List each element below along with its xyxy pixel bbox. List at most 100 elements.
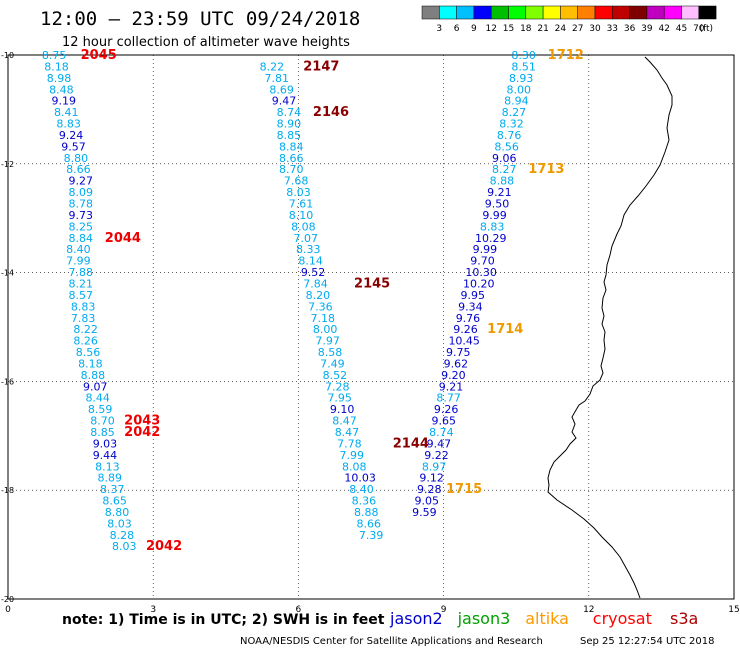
wave-height-label: 8.85 [277,129,302,142]
wave-height-label: 8.74 [429,426,454,439]
wave-height-label: 8.30 [511,49,536,62]
wave-height-label: 8.08 [342,460,367,473]
wave-height-label: 8.80 [64,152,89,165]
wave-height-label: 8.03 [286,186,311,199]
wave-height-label: 8.56 [76,346,101,359]
track-time-label: 2144 [393,436,429,451]
track-time-label: 2044 [105,231,141,246]
wave-height-label: 7.61 [289,198,314,211]
y-tick-label: -12 [1,160,14,169]
wave-height-label: 8.40 [66,243,91,256]
wave-height-label: 8.41 [54,106,78,119]
wave-height-label: 8.66 [356,517,381,530]
scale-swatch [646,5,665,20]
y-tick-label: -14 [1,269,14,278]
wave-height-label: 8.00 [507,83,532,96]
wave-height-label: 8.25 [69,220,94,233]
wave-height-label: 9.99 [473,243,498,256]
wave-height-label: 9.47 [272,95,297,108]
scale-label: 36 [624,24,636,34]
wave-height-label: 9.22 [424,449,449,462]
scale-swatch [577,5,596,20]
scale-label: 27 [572,24,583,34]
wave-height-label: 9.21 [487,186,512,199]
wave-height-label: 7.83 [71,312,96,325]
wave-height-label: 9.19 [52,95,76,108]
data-labels: 20458.758.188.988.489.198.418.839.249.57… [42,48,584,554]
wave-height-label: 8.66 [279,152,304,165]
scale-label: 45 [676,24,687,34]
scale-label: 9 [471,24,477,34]
wave-height-label: 7.68 [284,175,309,188]
wave-height-label: 7.78 [337,437,362,450]
scale-swatch [421,5,440,20]
wave-height-label: 8.20 [306,289,331,302]
wave-height-label: 8.84 [279,140,304,153]
wave-height-label: 8.18 [78,357,103,370]
wave-height-label: 9.59 [412,506,437,519]
scale-label: 33 [607,24,618,34]
wave-height-label: 8.40 [349,483,374,496]
wave-height-label: 7.18 [311,312,336,325]
scale-swatch [525,5,544,20]
wave-height-label: 7.88 [69,266,94,279]
wave-height-label: 9.34 [458,300,483,313]
x-tick-label: 15 [728,605,739,615]
wave-height-label: 8.08 [291,220,316,233]
wave-height-label: 8.75 [42,49,67,62]
track-time-label: 2147 [303,59,339,74]
wave-height-label: 8.94 [504,95,528,108]
wave-height-label: 7.81 [265,72,290,85]
scale-label: 42 [658,24,669,34]
wave-height-label: 9.65 [432,415,457,428]
track-time-label: 1712 [548,48,584,63]
scale-swatch [663,5,682,20]
wave-height-label: 8.76 [497,129,521,142]
wave-height-label: 9.07 [83,380,108,393]
wave-height-label: 8.26 [73,335,98,348]
scale-swatch [456,5,475,20]
wave-height-label: 8.85 [90,426,115,439]
wave-height-label: 7.84 [303,277,328,290]
wave-height-label: 10.03 [344,472,376,485]
x-tick-label: 12 [583,605,594,615]
wave-height-label: 8.22 [260,60,285,73]
scale-label: 21 [537,24,548,34]
wave-height-label: 9.57 [61,140,86,153]
legend-jason2: jason2 [389,609,443,628]
track-time-label: 1715 [446,482,482,497]
credit-text: NOAA/NESDIS Center for Satellite Applica… [240,636,543,647]
scale-label: 3 [436,24,442,34]
wave-height-label: 8.88 [354,506,379,519]
wave-height-label: 10.29 [475,232,507,245]
scale-swatch [594,5,613,20]
wave-height-label: 8.00 [313,323,338,336]
wave-height-label: 8.98 [47,72,72,85]
wave-height-label: 8.58 [318,346,343,359]
wave-height-label: 8.09 [69,186,94,199]
wave-height-label: 9.75 [446,346,471,359]
scale-swatch [490,5,509,20]
scale-swatch [473,5,492,20]
wave-height-label: 8.78 [69,198,94,211]
wave-height-label: 8.88 [81,369,106,382]
wave-height-label: 9.76 [456,312,481,325]
wave-height-label: 9.52 [301,266,326,279]
y-tick-label: -16 [1,377,14,386]
wave-height-label: 9.99 [482,209,507,222]
wave-height-label: 10.30 [465,266,497,279]
wave-height-label: 8.27 [502,106,527,119]
wave-height-label: 8.14 [298,255,323,268]
wave-height-label: 8.47 [332,415,357,428]
wave-height-label: 9.95 [461,289,486,302]
scale-label: 39 [641,24,653,34]
x-tick-label: 6 [296,605,302,615]
x-tick-label: 3 [150,605,156,615]
wave-height-label: 8.70 [90,415,115,428]
wave-height-label: 8.33 [296,243,321,256]
scale-swatch [681,5,700,20]
wave-height-label: 8.10 [289,209,314,222]
scale-unit: (ft) [699,24,713,34]
wave-height-label: 8.93 [509,72,534,85]
